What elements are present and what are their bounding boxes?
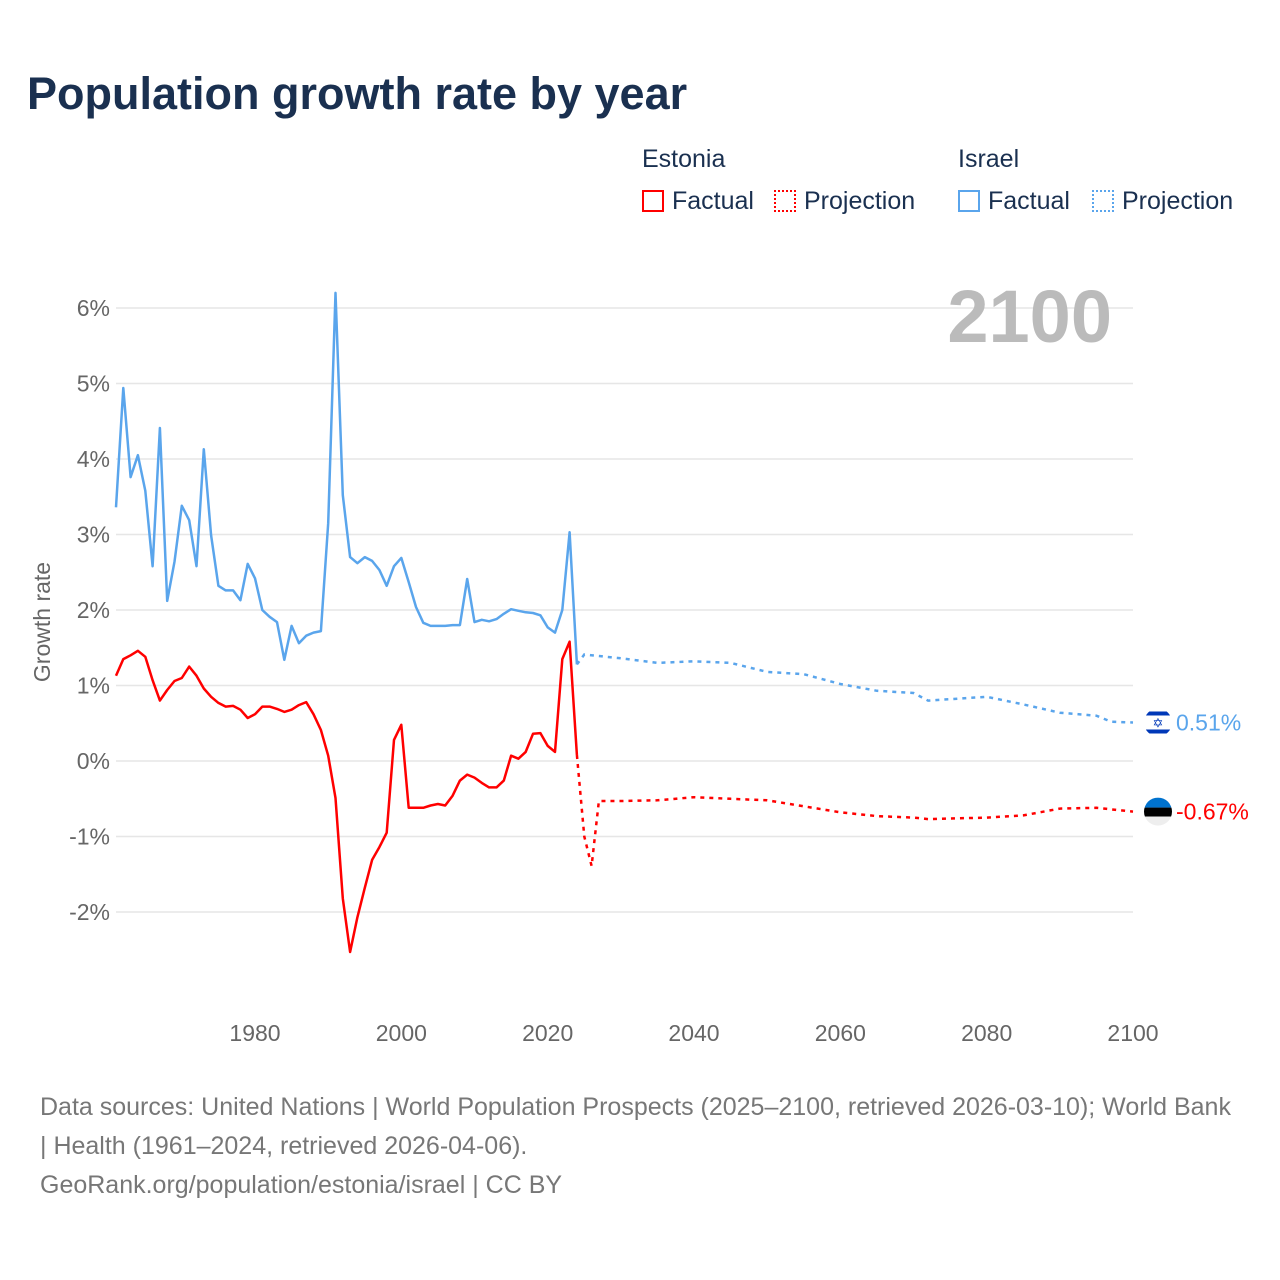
y-tick-label: 2% [77, 597, 110, 623]
footer: Data sources: United Nations | World Pop… [40, 1088, 1240, 1205]
legend-label: Factual [988, 187, 1070, 215]
y-tick-label: 5% [77, 371, 110, 397]
estonia-factual-line [114, 640, 579, 954]
legend-label: Projection [804, 187, 916, 215]
legend-projection[interactable]: Projection [1092, 187, 1233, 216]
x-tick-label: 1980 [229, 1020, 280, 1046]
x-tick-label: 2020 [522, 1020, 573, 1046]
estonia-projection-line [575, 754, 1134, 867]
legend-estonia: Estonia Factual Projection [642, 145, 915, 215]
y-tick-label: 4% [77, 446, 110, 472]
x-tick-label: 2040 [668, 1020, 719, 1046]
legend-country: Estonia [642, 145, 726, 173]
estonia-flag-icon [1144, 797, 1172, 826]
swatch-solid [642, 190, 664, 212]
x-tick-label: 2080 [961, 1020, 1012, 1046]
y-tick-label: 1% [77, 673, 110, 699]
swatch-dotted [1092, 190, 1114, 212]
y-tick-label: 3% [77, 522, 110, 548]
chart-title: Population growth rate by year [27, 68, 688, 119]
y-tick-label: 0% [77, 748, 110, 774]
legend-factual[interactable]: Factual [642, 187, 754, 216]
israel-flag-icon: ✡ [1144, 708, 1172, 737]
y-tick-label: 6% [77, 295, 110, 321]
israel-factual-line [114, 291, 579, 665]
estonia-end-label: -0.67% [1176, 799, 1249, 825]
y-tick-label: -2% [69, 899, 110, 925]
x-tick-label: 2000 [376, 1020, 427, 1046]
swatch-dotted [774, 190, 796, 212]
israel-projection-line [575, 653, 1134, 724]
legend-factual[interactable]: Factual [958, 187, 1070, 216]
data-sources: Data sources: United Nations | World Pop… [40, 1093, 1231, 1160]
source-link[interactable]: GeoRank.org/population/estonia/israel | … [40, 1171, 563, 1199]
israel-end-label: 0.51% [1176, 709, 1241, 735]
legend-israel: Israel Factual Projection [958, 145, 1233, 215]
legend-projection[interactable]: Projection [774, 187, 915, 216]
x-tick-label: 2060 [815, 1020, 866, 1046]
legend-country: Israel [958, 145, 1020, 173]
year-label: 2100 [947, 275, 1112, 358]
y-tick-label: -1% [69, 824, 110, 850]
legend-label: Projection [1122, 187, 1234, 215]
x-tick-label: 2100 [1107, 1020, 1158, 1046]
legend-label: Factual [672, 187, 754, 215]
svg-text:✡: ✡ [1153, 715, 1164, 730]
swatch-solid [958, 190, 980, 212]
y-axis-label: Growth rate [29, 562, 55, 682]
